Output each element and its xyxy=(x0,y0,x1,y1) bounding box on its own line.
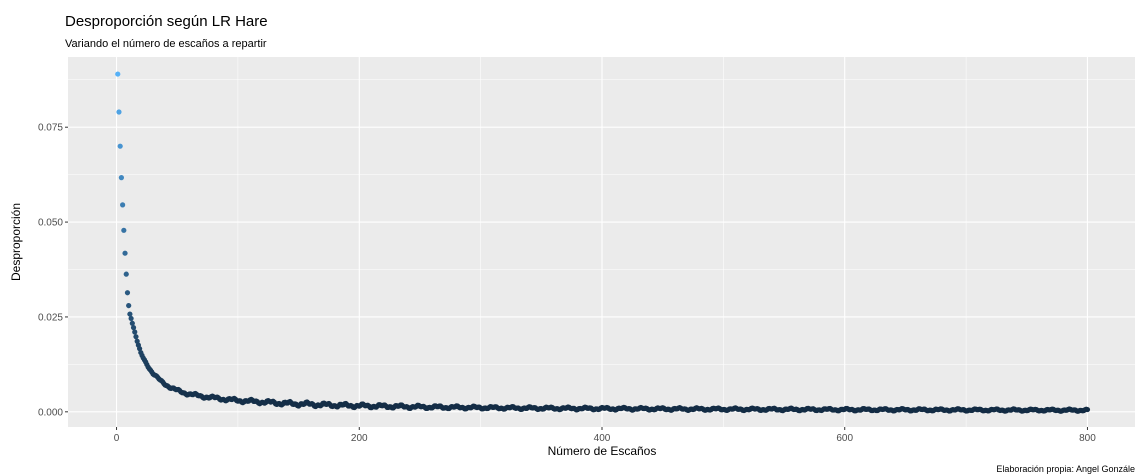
data-point xyxy=(137,346,143,352)
data-point xyxy=(121,227,127,233)
x-tick-label: 0 xyxy=(114,433,120,444)
x-axis-title: Número de Escaños xyxy=(548,444,657,458)
data-point xyxy=(126,302,132,309)
data-point xyxy=(1084,406,1091,413)
major-gridlines xyxy=(68,57,1135,427)
x-axis-ticks: 0 200 400 600 800 xyxy=(114,427,1096,444)
data-point xyxy=(130,324,137,331)
x-tick-label: 200 xyxy=(351,433,368,444)
data-point xyxy=(128,315,134,322)
y-tick-label: 0.075 xyxy=(38,123,63,134)
y-axis-title: Desproporción xyxy=(9,203,23,281)
data-point xyxy=(133,334,139,340)
y-tick-label: 0.000 xyxy=(38,407,63,418)
data-point xyxy=(127,311,133,317)
chart-title: Desproporción según LR Hare xyxy=(65,13,268,30)
chart-caption: Elaboración propia: Angel Gonzále xyxy=(996,464,1135,474)
data-point xyxy=(118,175,124,181)
y-axis-ticks: 0.000 0.025 0.050 0.075 xyxy=(38,123,68,418)
scatter-points xyxy=(115,71,1091,414)
data-point xyxy=(120,202,126,208)
data-point xyxy=(117,143,123,149)
data-point xyxy=(132,329,138,335)
chart-subtitle: Variando el número de escaños a repartir xyxy=(65,38,267,50)
y-tick-label: 0.050 xyxy=(38,218,63,229)
data-point xyxy=(122,250,128,256)
data-point xyxy=(129,320,135,326)
data-point xyxy=(124,290,131,296)
data-point xyxy=(116,109,122,115)
x-tick-label: 800 xyxy=(1079,433,1096,444)
data-point xyxy=(123,271,129,277)
x-tick-label: 600 xyxy=(836,433,853,444)
x-tick-label: 400 xyxy=(594,433,611,444)
data-point xyxy=(115,71,121,77)
y-tick-label: 0.025 xyxy=(38,312,63,323)
